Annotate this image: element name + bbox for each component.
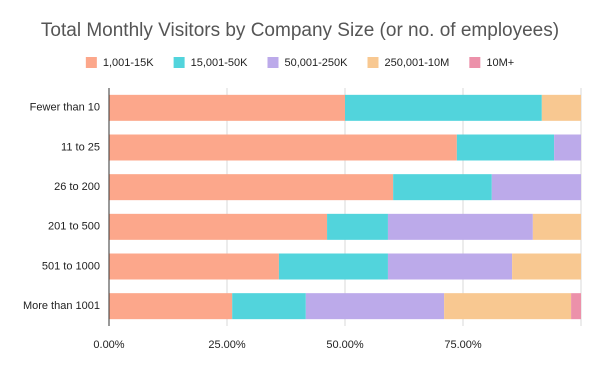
bar-segment <box>109 293 233 320</box>
bar-segment <box>532 213 581 240</box>
y-tick-label: More than 1001 <box>23 300 100 312</box>
legend-swatch <box>173 57 185 68</box>
legend-swatch <box>367 57 379 68</box>
bar-segment <box>109 94 345 121</box>
x-tick-label: 25.00% <box>208 339 246 351</box>
bar-segment <box>393 174 492 201</box>
y-tick-label: 11 to 25 <box>61 141 100 153</box>
bar-segment <box>491 174 581 201</box>
bar-segment <box>444 293 572 320</box>
bar-segment <box>456 134 555 161</box>
legend-swatch <box>469 57 481 68</box>
y-tick-label: 501 to 1000 <box>42 260 100 272</box>
x-tick-label: 75.00% <box>444 339 482 351</box>
bar-segment <box>387 253 513 280</box>
legend: 1,001-15K 15,001-50K 50,001-250K 250,001-10… <box>85 57 514 69</box>
bar-segment <box>109 174 394 201</box>
bar-segment <box>305 293 445 320</box>
y-tick-label: 26 to 200 <box>54 181 100 193</box>
bar-segment <box>232 293 306 320</box>
legend-swatch <box>267 57 279 68</box>
bar-segment <box>571 293 581 320</box>
bar-segment <box>327 213 388 240</box>
y-tick-label: Fewer than 10 <box>30 102 100 114</box>
bar-segment <box>109 213 328 240</box>
chart-title: Total Monthly Visitors by Company Size (… <box>41 20 559 41</box>
bar-segment <box>387 213 533 240</box>
bar-segment <box>554 134 581 161</box>
y-tick-label: 201 to 500 <box>48 221 100 233</box>
x-tick-label: 0.00% <box>93 339 124 351</box>
legend-label: 15,001-50K <box>191 57 249 69</box>
bar-segment <box>512 253 581 280</box>
legend-swatch <box>85 57 97 68</box>
x-tick-label: 50.00% <box>326 339 364 351</box>
bar-segment <box>345 94 542 121</box>
bar-segment <box>109 253 279 280</box>
bar-segment <box>109 134 457 161</box>
legend-label: 50,001-250K <box>285 57 349 69</box>
bar-segment <box>278 253 388 280</box>
legend-label: 250,001-10M <box>385 57 450 69</box>
legend-label: 1,001-15K <box>103 57 154 69</box>
bar-segment <box>541 94 581 121</box>
legend-label: 10M+ <box>486 57 514 69</box>
